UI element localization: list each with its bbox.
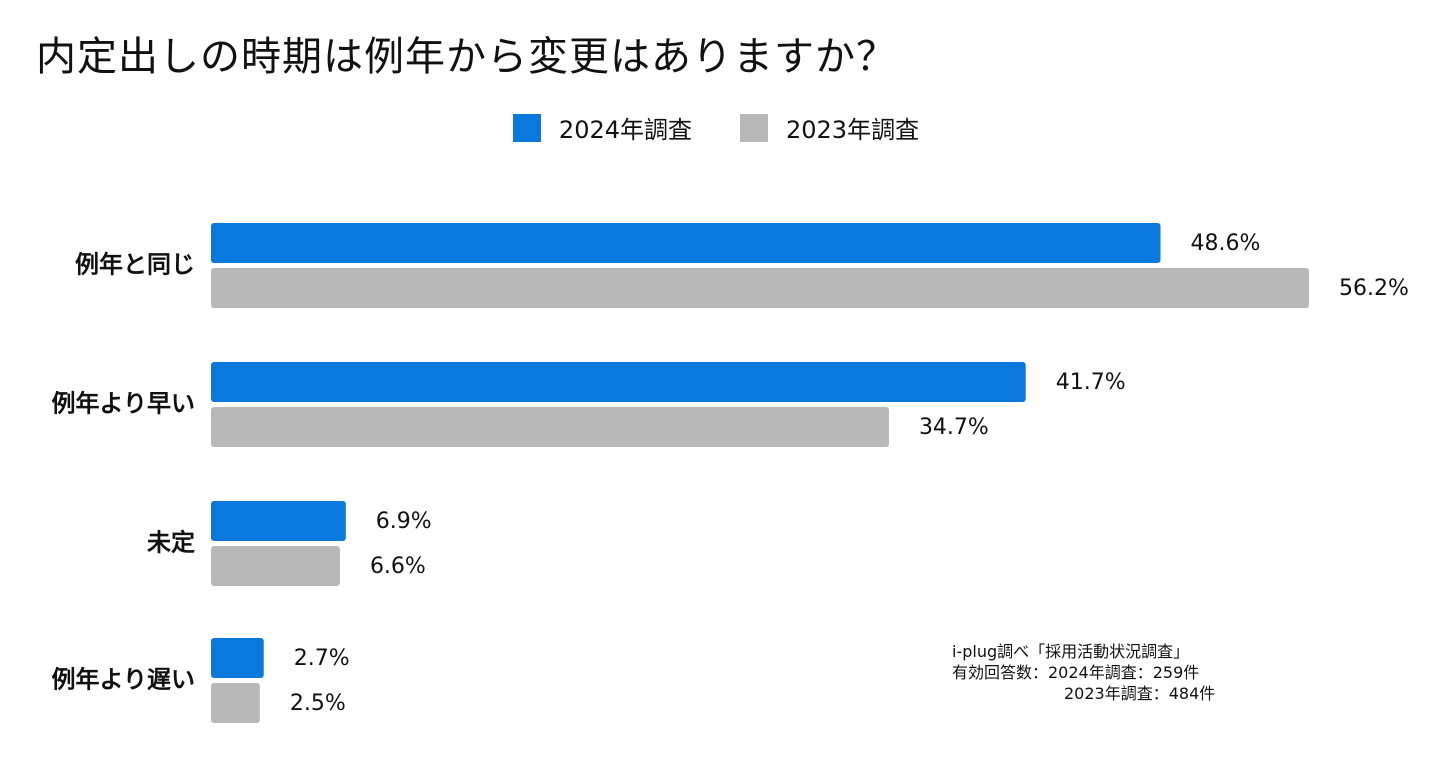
legend-label-2023: 2023年調査 [786, 116, 920, 144]
value-label-later-2023: 2.5% [290, 691, 346, 716]
source-note: i-plug調べ「採用活動状況調査」 有効回答数：2024年調査：259件 20… [952, 641, 1215, 704]
source-note-line2: 有効回答数：2024年調査：259件 [952, 663, 1200, 682]
legend-item-2024: 2024年調査 [512, 110, 692, 145]
legend-item-2023: 2023年調査 [740, 110, 919, 145]
chart-title: 内定出しの時期は例年から変更はありますか？ [36, 34, 897, 80]
source-note-line3: 2023年調査：484件 [1064, 684, 1216, 703]
category-label-later: 例年より遅い [51, 666, 195, 694]
value-label-earlier-2024: 41.7% [1056, 370, 1126, 395]
value-label-same-2024: 48.6% [1191, 231, 1261, 256]
bar-earlier-2023 [211, 407, 889, 447]
bar-same-2024 [211, 223, 1161, 263]
legend-label-2024: 2024年調査 [558, 116, 692, 144]
category-label-undecided: 未定 [147, 529, 195, 557]
value-label-undecided-2023: 6.6% [370, 554, 426, 579]
bar-earlier-2024 [211, 362, 1026, 402]
category-label-earlier: 例年より早い [51, 390, 195, 418]
legend: 2024年調査 2023年調査 [0, 110, 1432, 145]
source-note-line1: i-plug調べ「採用活動状況調査」 [952, 642, 1190, 661]
value-label-undecided-2024: 6.9% [376, 509, 432, 534]
legend-swatch-2024 [512, 113, 541, 142]
value-label-same-2023: 56.2% [1339, 276, 1409, 301]
bar-undecided-2023 [211, 546, 340, 586]
legend-swatch-2023 [740, 113, 768, 142]
category-label-same: 例年と同じ [75, 251, 195, 279]
bar-undecided-2024 [211, 501, 346, 541]
bar-same-2023 [211, 268, 1309, 308]
value-label-later-2024: 2.7% [294, 646, 350, 671]
bar-later-2024 [211, 638, 264, 678]
bar-later-2023 [211, 683, 260, 723]
value-label-earlier-2023: 34.7% [919, 415, 989, 440]
